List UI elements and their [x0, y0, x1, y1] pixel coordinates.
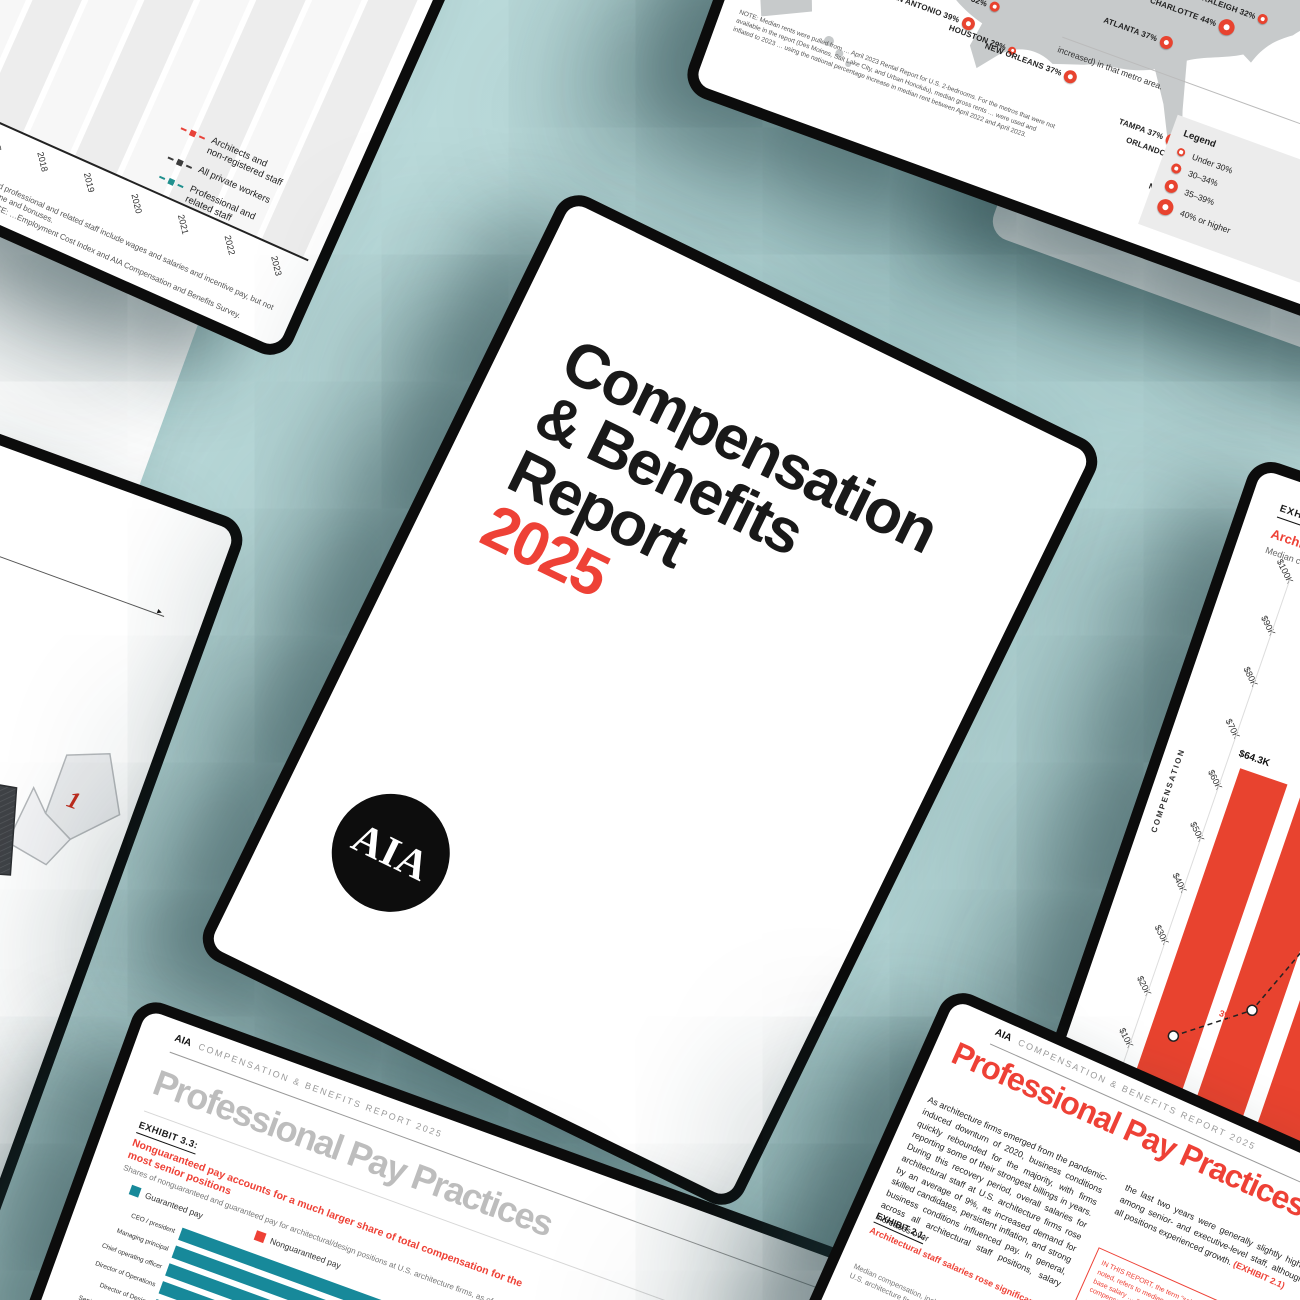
- aia-logo: AIA: [311, 773, 470, 932]
- eci-year-tick: 2017: [0, 130, 4, 153]
- map-legend-label: 30–34%: [1186, 168, 1220, 189]
- page-architect-bar-chart: EXHIBIT 2.2 Architect compensation… Medi…: [815, 454, 1300, 1300]
- eci-year-tick: 2019: [82, 171, 97, 194]
- us-map: SAN DIEGO 32%PHOENIX 35%DENVER 40%DES MO…: [700, 0, 1300, 292]
- barchart-y-axis-title: COMPENSATION: [1149, 747, 1187, 834]
- eci-year-tick: 2018: [35, 150, 51, 173]
- eci-legend-key-icon: [159, 175, 184, 188]
- aia-logo-text: AIA: [344, 814, 437, 892]
- us-map-silhouette-icon: [758, 0, 1300, 191]
- paybars-header-brand: AIA: [173, 1032, 193, 1050]
- paytext-header-brand: AIA: [993, 1026, 1014, 1045]
- barchart-pct-line: [1167, 868, 1300, 1144]
- page-eci-line-chart: 109.8135.6124.5128.8134.9145.8163.7164.0…: [0, 0, 813, 364]
- cover-title: Compensation & Benefits Report 2025: [471, 326, 947, 729]
- map-legend-pin-icon: [1176, 147, 1187, 158]
- eci-chart-plot: 109.8135.6124.5128.8134.9145.8163.7164.0…: [0, 0, 667, 262]
- page-regions: ns ▸ 1 2: [0, 182, 250, 1300]
- map-legend-pin-icon: [1155, 196, 1176, 218]
- regions-map: 1 2: [0, 752, 121, 876]
- page-metro-map: SAN DIEGO 32%PHOENIX 35%DENVER 40%DES MO…: [680, 0, 1300, 484]
- map-legend-pin-icon: [1163, 178, 1180, 195]
- map-legend-label: 35–39%: [1183, 186, 1217, 207]
- map-legend-pin-icon: [1169, 162, 1183, 175]
- paybars-legend-swatch-icon: [128, 1184, 142, 1198]
- eci-legend-key-icon: [167, 156, 193, 169]
- region-1-shape: [44, 752, 121, 841]
- eci-year-tick: 2020: [128, 192, 144, 215]
- paybars-legend-swatch-icon: [253, 1230, 267, 1244]
